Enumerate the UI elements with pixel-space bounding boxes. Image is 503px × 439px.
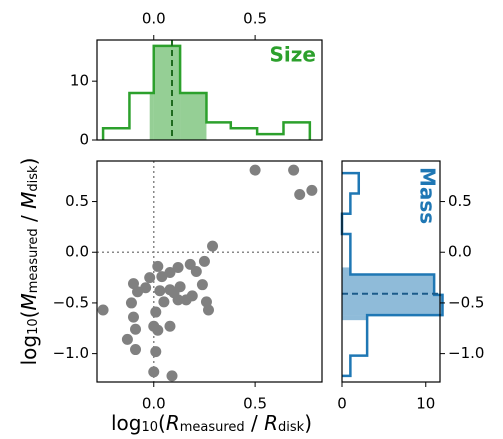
point — [97, 304, 109, 316]
label-part: / — [245, 411, 264, 435]
point — [158, 296, 170, 308]
label-part: measured — [180, 420, 245, 435]
y-tick-label: −1.0 — [53, 344, 89, 362]
label-part: R — [166, 411, 180, 435]
point — [150, 346, 162, 358]
axis-label: log10(Rmeasured / Rdisk) — [111, 411, 312, 435]
point — [127, 311, 139, 323]
label-part: ) — [304, 411, 312, 435]
label-part: disk — [26, 165, 41, 192]
x-tick-label: 0.0 — [142, 10, 166, 28]
point — [168, 287, 180, 299]
x-tick-label: 0 — [337, 395, 347, 413]
point — [180, 294, 192, 306]
point — [164, 267, 176, 279]
shaded-bin — [180, 92, 207, 140]
point — [198, 255, 210, 267]
label-part: / — [17, 209, 41, 228]
shaded-bin — [342, 294, 443, 316]
point — [152, 260, 164, 272]
point — [288, 164, 300, 176]
label-part: disk — [278, 420, 305, 435]
point — [152, 324, 164, 336]
label-part: ( — [17, 311, 41, 319]
histogram-outline — [101, 44, 312, 140]
label-part: R — [264, 411, 278, 435]
point — [207, 240, 219, 252]
label-part: M — [17, 192, 41, 209]
shaded-bin — [149, 92, 154, 140]
shaded-bin — [342, 274, 435, 295]
y-tick-label: −0.5 — [53, 293, 89, 311]
x-tick-label: 0.5 — [243, 395, 267, 413]
point — [166, 370, 178, 382]
panel-title: Mass — [416, 167, 440, 224]
y-tick-label: −0.5 — [448, 293, 484, 311]
point — [140, 282, 152, 294]
point — [249, 164, 261, 176]
y-tick-label: 10 — [70, 72, 89, 90]
point — [196, 279, 208, 291]
point — [150, 306, 162, 318]
y-tick-label: 0.5 — [448, 192, 472, 210]
point — [202, 304, 214, 316]
size-hist-frame — [96, 39, 323, 141]
x-tick-label: 0.5 — [243, 10, 267, 28]
point — [144, 272, 156, 284]
y-tick-label: 0.0 — [448, 243, 472, 261]
x-tick-label: 10 — [416, 395, 435, 413]
point — [306, 184, 318, 196]
y-tick-label: 0.5 — [65, 192, 89, 210]
histogram-outline — [340, 171, 444, 378]
point — [121, 333, 133, 345]
shaded-bin — [342, 267, 351, 275]
label-part: 10 — [26, 318, 41, 335]
point — [164, 320, 176, 332]
y-tick-label: 0.0 — [65, 243, 89, 261]
point — [125, 297, 137, 309]
point — [156, 271, 168, 283]
label-part: log — [111, 411, 142, 435]
y-tick-label: 0 — [79, 131, 89, 149]
y-tick-label: −1.0 — [448, 344, 484, 362]
point — [130, 344, 142, 356]
axis-label: log10(Mmeasured / Mdisk) — [17, 158, 41, 366]
shaded-bin — [342, 315, 368, 321]
label-part: 10 — [141, 420, 158, 435]
mass-hist-frame — [341, 160, 441, 383]
label-part: measured — [26, 228, 41, 293]
shaded-bin — [153, 45, 181, 140]
point — [148, 366, 160, 378]
point — [132, 286, 144, 298]
label-part: ) — [17, 158, 41, 166]
point — [294, 188, 306, 200]
point — [154, 285, 166, 297]
label-part: ( — [158, 411, 166, 435]
point — [127, 278, 139, 290]
scatter-frame — [96, 160, 323, 383]
panel-title: Size — [270, 43, 316, 67]
label-part: log — [17, 335, 41, 366]
x-tick-label: 0.0 — [142, 395, 166, 413]
point — [130, 323, 142, 335]
point — [172, 261, 184, 273]
point — [184, 258, 196, 270]
label-part: M — [17, 293, 41, 310]
